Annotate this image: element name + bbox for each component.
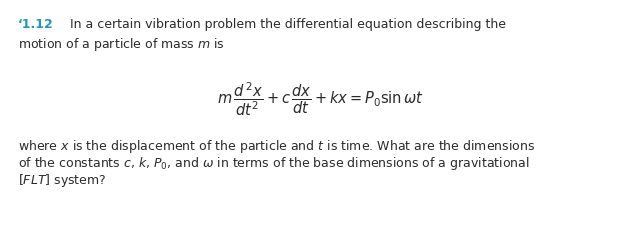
Text: motion of a particle of mass $m$ is: motion of a particle of mass $m$ is bbox=[18, 36, 225, 53]
Text: where $x$ is the displacement of the particle and $t$ is time. What are the dime: where $x$ is the displacement of the par… bbox=[18, 138, 535, 155]
Text: [$\mathit{FLT}$] system?: [$\mathit{FLT}$] system? bbox=[18, 172, 106, 189]
Text: of the constants $c$, $k$, $P_0$, and $\omega$ in terms of the base dimensions o: of the constants $c$, $k$, $P_0$, and $\… bbox=[18, 155, 530, 172]
Text: ‘1.12: ‘1.12 bbox=[18, 18, 54, 31]
Text: $m\,\dfrac{d^{\,2}x}{dt^2} + c\,\dfrac{dx}{dt} + kx = P_0\sin\omega t$: $m\,\dfrac{d^{\,2}x}{dt^2} + c\,\dfrac{d… bbox=[216, 80, 424, 118]
Text: In a certain vibration problem the differential equation describing the: In a certain vibration problem the diffe… bbox=[70, 18, 506, 31]
